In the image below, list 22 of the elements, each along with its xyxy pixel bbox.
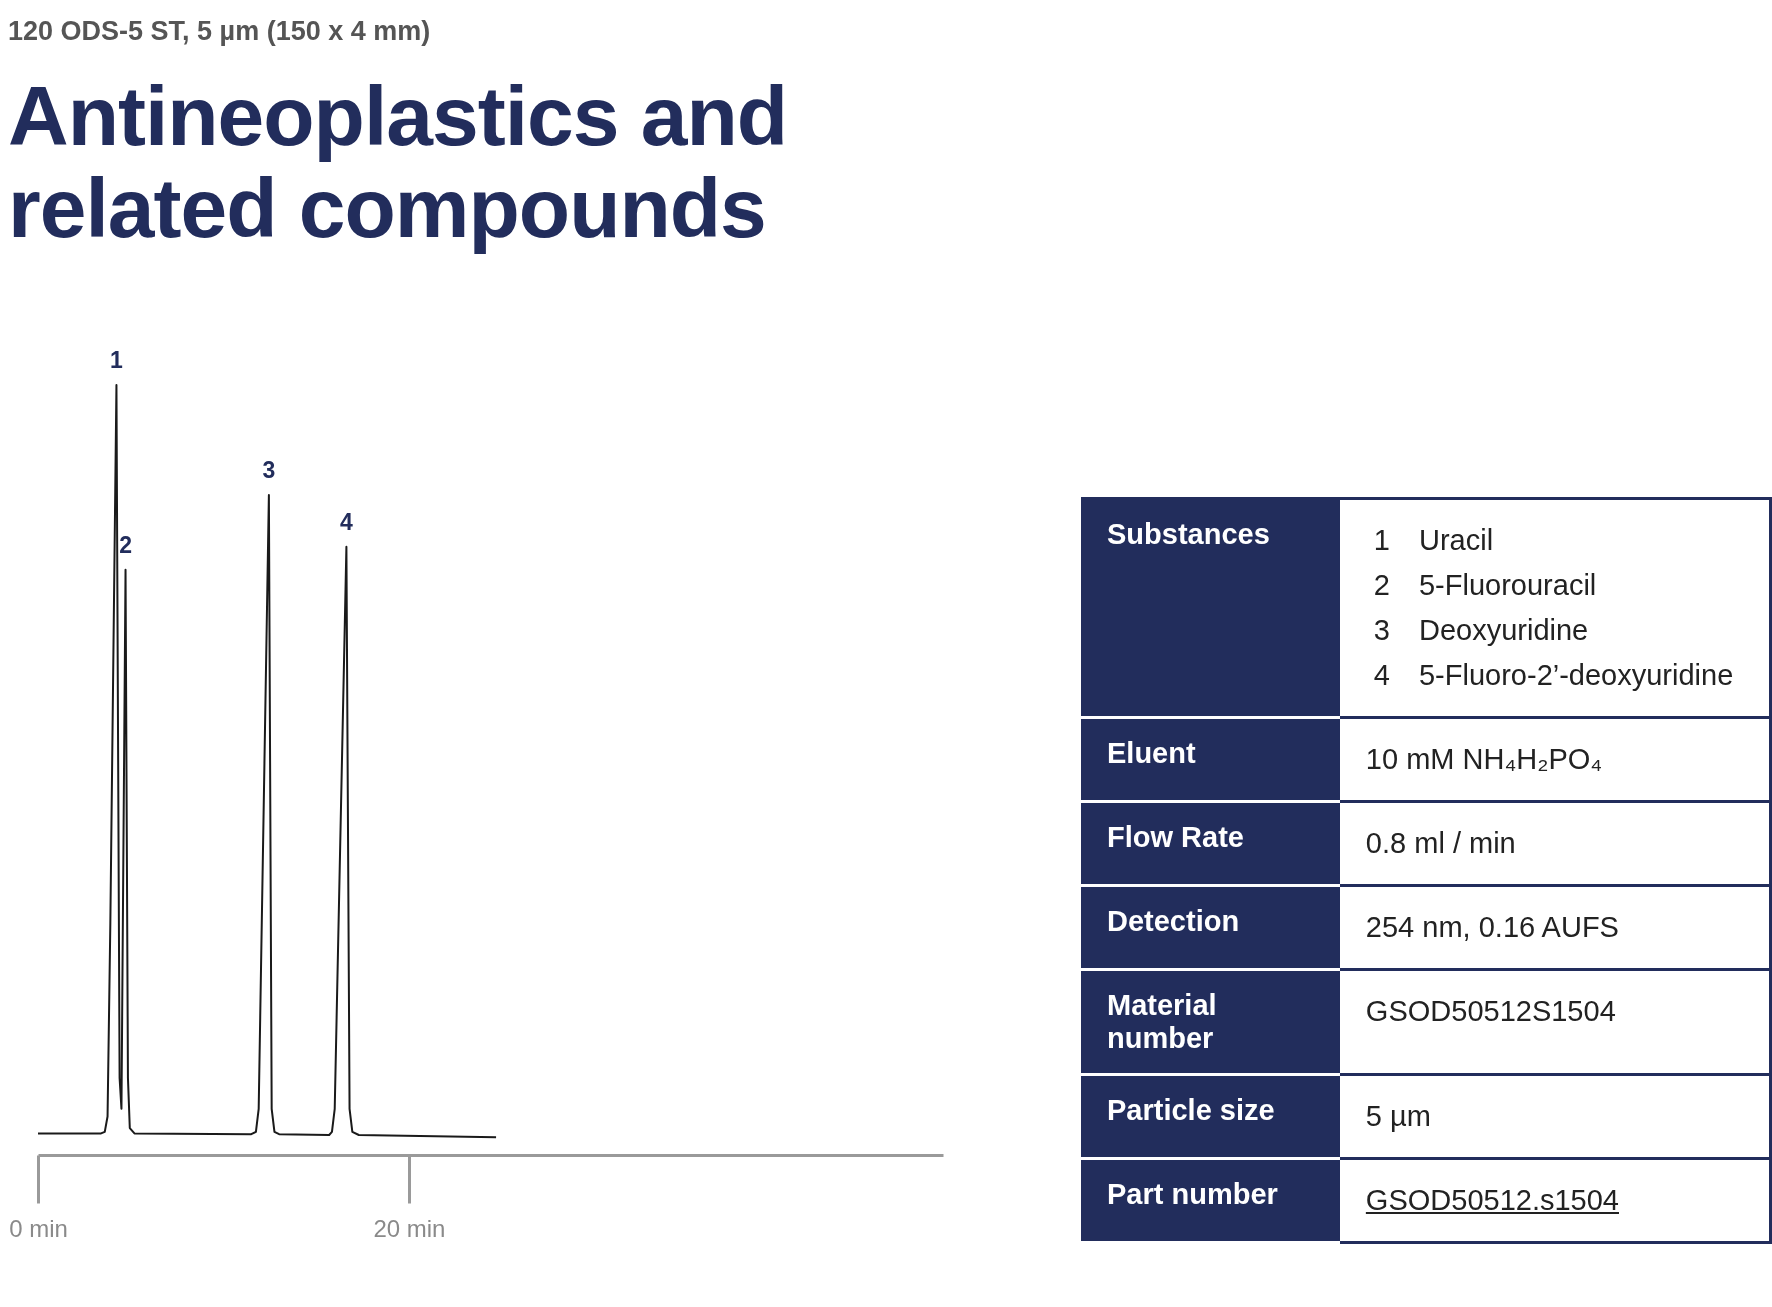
- category-label: Particle size: [1081, 1074, 1340, 1159]
- category-label: Flow Rate: [1081, 801, 1340, 886]
- text: GSOD50512.s1504: [1339, 1158, 1771, 1243]
- category-label: Detection: [1081, 885, 1340, 970]
- annotation: 2: [119, 531, 132, 558]
- annotation: 1: [110, 347, 124, 373]
- category-label: Part number: [1081, 1158, 1340, 1243]
- x-tick-label: 0 min: [9, 1214, 68, 1242]
- text: 10 mM NH₄H₂PO₄: [1339, 717, 1771, 802]
- text: GSOD50512S1504: [1339, 969, 1771, 1075]
- x-tick-label: 20 min: [373, 1214, 446, 1242]
- annotation: 4: [340, 508, 354, 535]
- chart-title: Antineoplastics and related compounds: [8, 69, 789, 255]
- category-label: Substances: [1081, 498, 1340, 718]
- text: 1 Uracil 2 5-Fluorouracil 3 Deoxyuridine 4 5-Fluoro-2’-deoxyuridine: [1372, 523, 1735, 693]
- category-label: Material number: [1081, 969, 1340, 1075]
- chart-subtitle: 120 ODS-5 ST, 5 µm (150 x 4 mm): [8, 16, 431, 47]
- text: 254 nm, 0.16 AUFS: [1339, 885, 1771, 970]
- text: 5 µm: [1339, 1074, 1771, 1159]
- annotation: 3: [262, 457, 276, 484]
- text: 0.8 ml / min: [1339, 801, 1771, 886]
- category-label: Eluent: [1081, 717, 1340, 802]
